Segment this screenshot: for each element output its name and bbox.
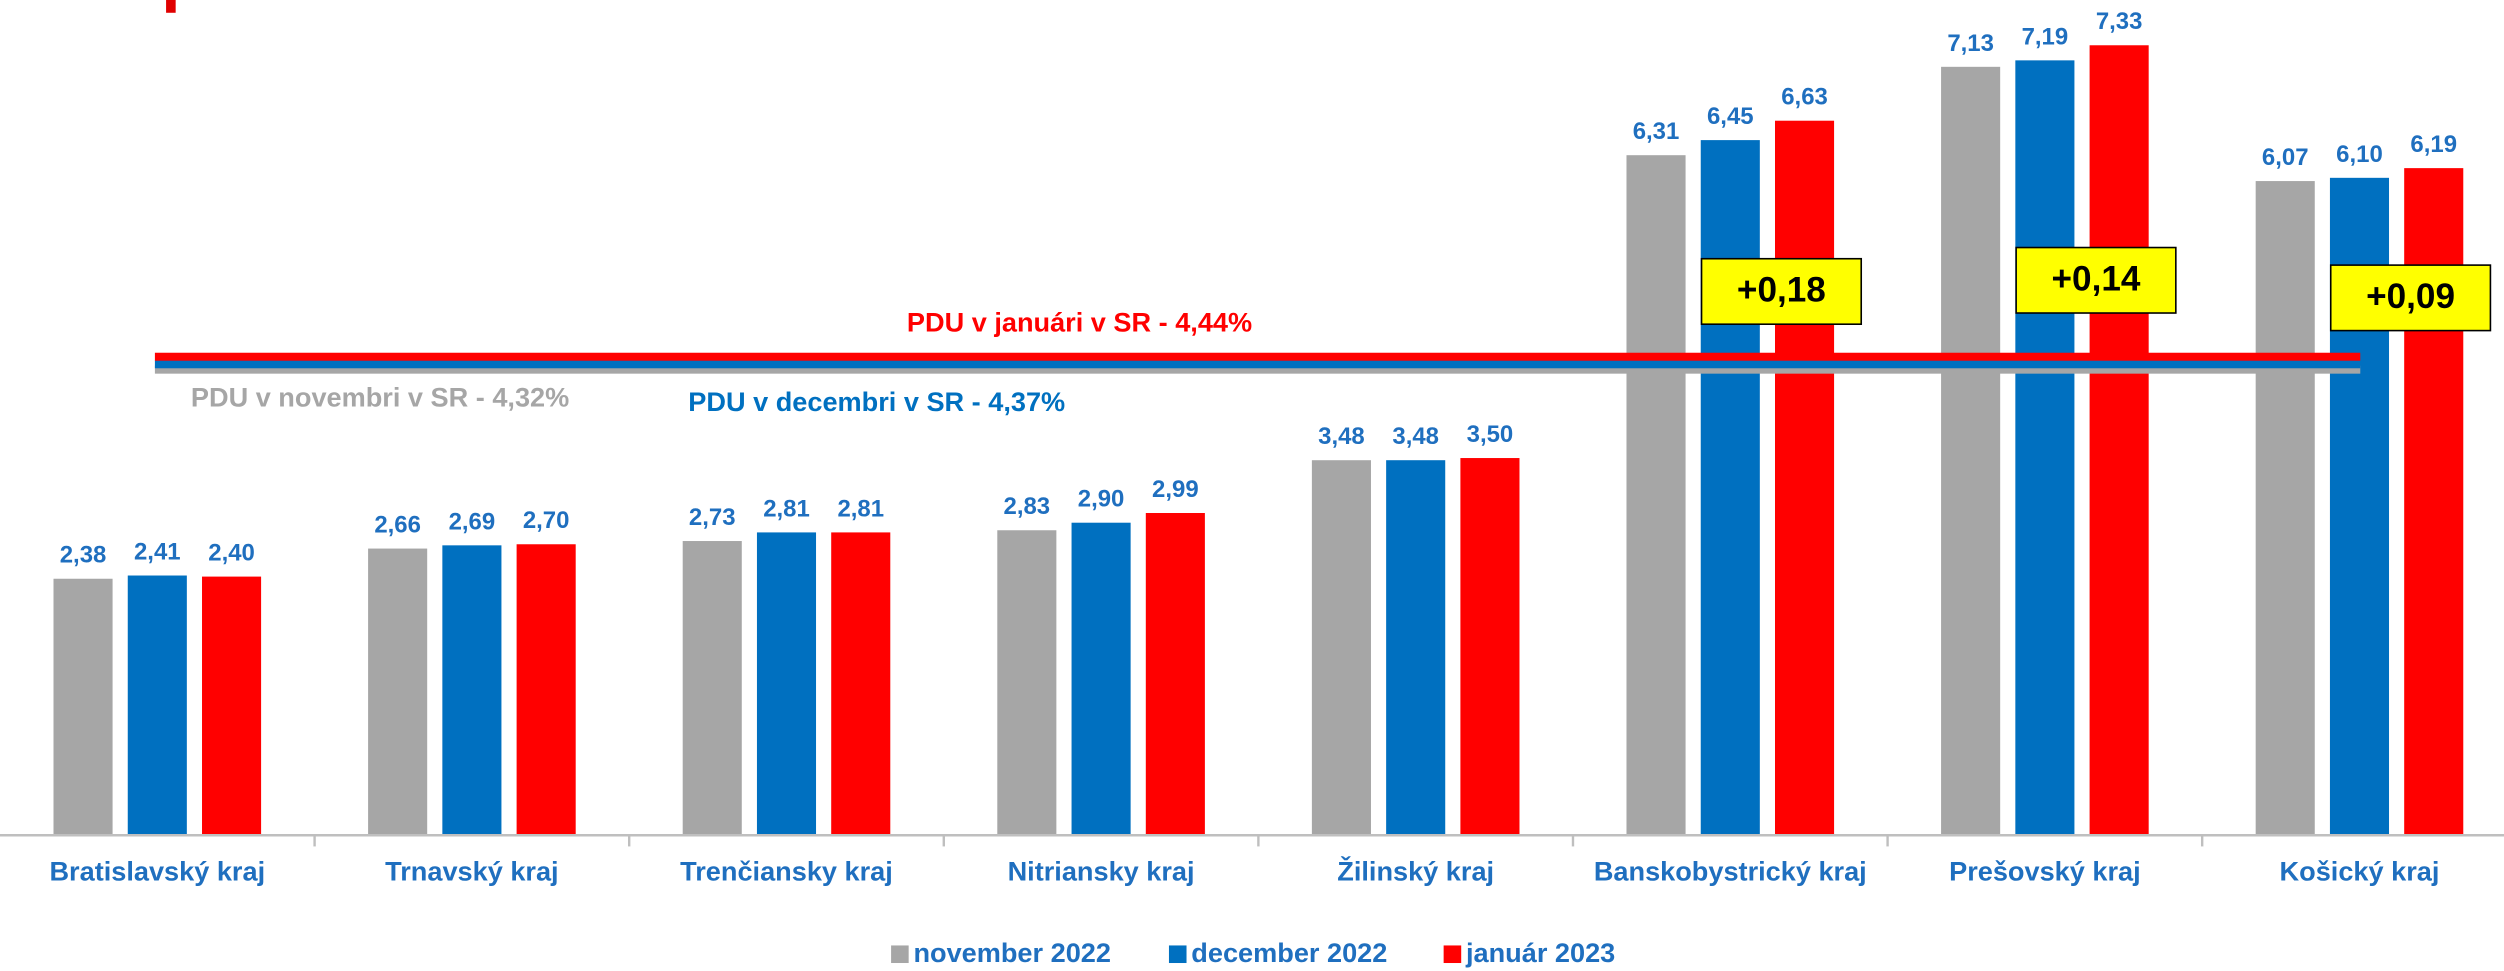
- reference-line: [154, 352, 2361, 361]
- annotation-label: +0,18: [1737, 271, 1826, 310]
- bar: [2089, 45, 2149, 836]
- bar: [1460, 458, 1520, 836]
- reference-label: PDU v decembri v SR - 4,37%: [688, 386, 1065, 417]
- x-tick-label: Košický kraj: [2280, 856, 2440, 887]
- bar: [1311, 460, 1371, 836]
- value-label: 2,38: [60, 542, 107, 569]
- bar: [127, 575, 187, 836]
- bar: [1774, 120, 1835, 836]
- bar: [2015, 60, 2075, 836]
- value-label: 3,50: [1467, 421, 1514, 448]
- value-label: 6,31: [1633, 118, 1680, 145]
- x-tick-label: Trenčiansky kraj: [680, 856, 893, 887]
- bar: [53, 578, 113, 836]
- bar: [1386, 460, 1446, 836]
- x-tick-label: Trnavský kraj: [385, 856, 558, 887]
- legend-label: január 2023: [1465, 937, 1615, 968]
- value-label: 6,63: [1781, 84, 1828, 111]
- annotation-label: +0,14: [2052, 259, 2141, 298]
- value-label: 6,07: [2262, 144, 2309, 171]
- value-label: 3,48: [1318, 423, 1365, 450]
- bar: [368, 548, 428, 836]
- bar: [442, 545, 502, 836]
- value-label: 7,19: [2022, 23, 2069, 50]
- bar: [202, 576, 262, 836]
- bar: [831, 532, 891, 836]
- annotation-label: +0,09: [2366, 277, 2455, 316]
- legend-swatch: [891, 945, 909, 964]
- legend-label: november 2022: [913, 937, 1111, 968]
- bar: [1941, 66, 2001, 836]
- x-tick-label: Prešovský kraj: [1949, 856, 2141, 887]
- reference-line: [154, 360, 2361, 369]
- value-label: 2,66: [374, 512, 421, 539]
- value-label: 2,70: [523, 507, 570, 534]
- value-label: 2,40: [208, 540, 255, 567]
- decoration: [166, 0, 176, 13]
- value-label: 6,19: [2410, 131, 2457, 158]
- annotation-box: [2015, 246, 2177, 314]
- x-tick-label: Bratislavský kraj: [49, 856, 265, 887]
- value-label: 3,48: [1392, 423, 1439, 450]
- bar: [1071, 522, 1131, 836]
- value-label: 2,90: [1078, 486, 1125, 513]
- reference-line: [154, 365, 2361, 374]
- bar: [997, 530, 1057, 836]
- annotation-box: [1700, 257, 1863, 325]
- value-label: 6,45: [1707, 103, 1754, 130]
- value-label: 2,69: [449, 508, 496, 535]
- value-label: 7,13: [1947, 30, 1994, 57]
- bar: [756, 532, 817, 836]
- bar: [516, 544, 576, 836]
- bar: [1626, 155, 1686, 836]
- legend-swatch: [1443, 945, 1462, 964]
- value-label: 7,33: [2096, 8, 2143, 35]
- value-label: 2,81: [763, 495, 810, 522]
- bar: [1145, 513, 1205, 836]
- reference-label: PDU v novembri v SR - 4,32%: [191, 381, 569, 412]
- x-tick-label: Žilinský kraj: [1337, 856, 1494, 887]
- legend-swatch: [1168, 945, 1187, 964]
- bar: [1700, 140, 1760, 836]
- value-label: 2,41: [134, 538, 181, 565]
- reference-label: PDU v januári v SR - 4,44%: [907, 306, 1252, 337]
- value-label: 2,73: [689, 504, 736, 531]
- value-label: 2,81: [837, 495, 884, 522]
- bar: [2255, 181, 2315, 836]
- bar: [682, 541, 742, 836]
- value-label: 2,83: [1004, 493, 1051, 520]
- annotation-box: [2329, 264, 2492, 332]
- value-label: 2,99: [1152, 476, 1199, 503]
- legend-label: december 2022: [1191, 937, 1387, 968]
- x-tick-label: Banskobystrický kraj: [1594, 856, 1867, 887]
- x-tick-label: Nitriansky kraj: [1008, 856, 1195, 887]
- value-label: 6,10: [2336, 141, 2383, 168]
